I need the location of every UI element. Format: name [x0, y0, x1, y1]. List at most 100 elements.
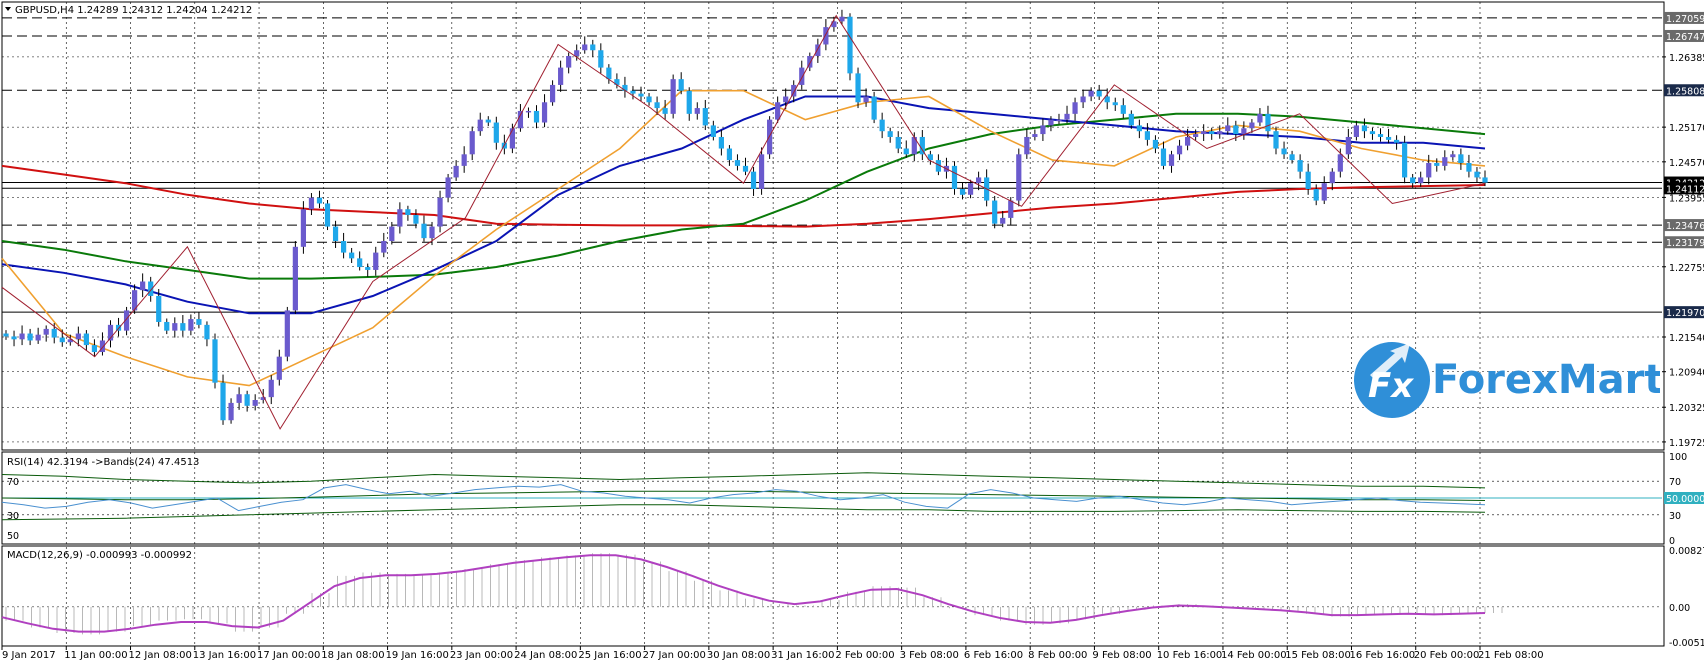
bull-candle [276, 356, 282, 380]
bull-candle [799, 67, 805, 85]
bear-candle [164, 321, 170, 331]
y-tick-label: 1.25170 [1669, 123, 1704, 134]
x-tick-label: 11 Jan 00:00 [64, 650, 127, 661]
bear-candle [1289, 154, 1295, 161]
bear-candle [1361, 125, 1368, 132]
price-tag-bg [1664, 306, 1704, 319]
bull-candle [839, 16, 845, 22]
price-tag-bg [1664, 84, 1704, 97]
logo-circle-icon [1354, 342, 1430, 418]
bull-candle [292, 246, 298, 311]
bull-candle [228, 402, 234, 421]
bear-candle [1160, 148, 1167, 166]
bear-candle [413, 215, 419, 224]
rsi-right-tick: 50.0000 [1666, 494, 1704, 505]
logo-text: ForexMart [1432, 357, 1660, 403]
bull-candle [284, 310, 290, 357]
rsi-indicator: 70 30 50 100 70 50.0000 30 0 [1, 452, 1704, 547]
bear-candle [887, 131, 893, 137]
ma-orange-line [1, 89, 1486, 387]
price-tag-bg [1664, 182, 1704, 195]
bear-candle [533, 110, 540, 123]
price-tag-bg [1664, 11, 1704, 24]
bear-candle [710, 125, 716, 137]
y-tick-label: 1.21540 [1669, 333, 1704, 344]
bull-candle [549, 84, 556, 103]
bear-candle [734, 160, 741, 166]
collapse-triangle-icon[interactable] [5, 7, 11, 11]
bull-candle [35, 334, 41, 341]
x-tick-label: 31 Jan 16:00 [771, 650, 834, 661]
bull-candle [1193, 134, 1199, 137]
bear-candle [405, 209, 411, 216]
bear-candle [1305, 171, 1311, 189]
bull-candle [558, 67, 564, 85]
bear-candle [1273, 131, 1279, 149]
bull-candle [758, 154, 765, 189]
bull-candle [1040, 125, 1046, 135]
macd-indicator: 0.008274 0.00 -0.005115 [1, 546, 1704, 649]
price-tag-label: 1.23179 [1666, 238, 1704, 249]
bear-candle [726, 148, 733, 161]
bull-candle [1064, 113, 1070, 120]
ma-green-line [1, 112, 1486, 280]
bull-candle [791, 84, 797, 97]
ma-red-line [1, 164, 1486, 228]
bull-candle [1000, 217, 1006, 224]
bear-candle [879, 119, 885, 132]
bear-candle [855, 73, 861, 103]
bear-candle [654, 102, 660, 109]
candlesticks [3, 9, 1488, 425]
x-tick-label: 24 Jan 08:00 [514, 650, 577, 661]
price-tag-label: 1.27059 [1666, 14, 1704, 25]
bull-candle [437, 197, 443, 227]
bull-candle [1168, 154, 1175, 166]
bear-candle [871, 96, 877, 120]
bull-candle [132, 290, 138, 311]
bear-candle [992, 200, 998, 224]
bear-candle [895, 136, 901, 149]
y-tick-label: 1.24570 [1669, 158, 1704, 169]
bear-candle [1434, 162, 1440, 166]
bear-candle [1482, 177, 1488, 183]
bull-candle [1201, 131, 1207, 135]
macd-signal-line [1, 554, 1486, 633]
x-tick-label: 15 Feb 08:00 [1285, 650, 1351, 661]
bull-candle [574, 50, 580, 57]
x-tick-label: 13 Jan 16:00 [193, 650, 256, 661]
rsi-band-mid [1, 490, 1486, 501]
bear-candle [919, 136, 925, 155]
macd-panel [1, 545, 1665, 647]
bull-candle [75, 333, 81, 340]
bull-candle [43, 328, 49, 335]
x-tick-label: 6 Feb 16:00 [964, 650, 1023, 661]
x-tick-label: 30 Jan 08:00 [707, 650, 770, 661]
bull-candle [582, 44, 588, 51]
bear-candle [1120, 105, 1126, 114]
bull-candle [525, 110, 532, 113]
bull-candle [1241, 128, 1247, 135]
bull-candle [1072, 102, 1078, 114]
bear-candle [742, 165, 749, 172]
x-tick-label: 18 Jan 08:00 [321, 650, 384, 661]
bull-candle [694, 108, 700, 114]
bull-candle [1225, 125, 1231, 132]
bear-candle [1410, 177, 1416, 184]
bull-candle [123, 310, 130, 331]
bull-candle [1418, 177, 1424, 184]
bear-candle [365, 267, 371, 270]
bear-candle [196, 319, 202, 325]
bull-candle [509, 128, 515, 149]
bear-candle [83, 333, 89, 346]
bear-candle [244, 394, 250, 406]
logo-arrow-icon [1370, 343, 1410, 381]
y-tick-label: 1.23955 [1669, 193, 1704, 204]
price-tag-label: 1.24112 [1666, 184, 1704, 195]
macd-y-tick: -0.005115 [1669, 638, 1704, 649]
bull-candle [397, 209, 403, 227]
bull-candle [1321, 183, 1327, 201]
bull-candle [967, 183, 974, 195]
x-tick-label: 9 Jan 2017 [2, 650, 56, 661]
bear-candle [1112, 102, 1118, 106]
bull-candle [1442, 157, 1448, 166]
